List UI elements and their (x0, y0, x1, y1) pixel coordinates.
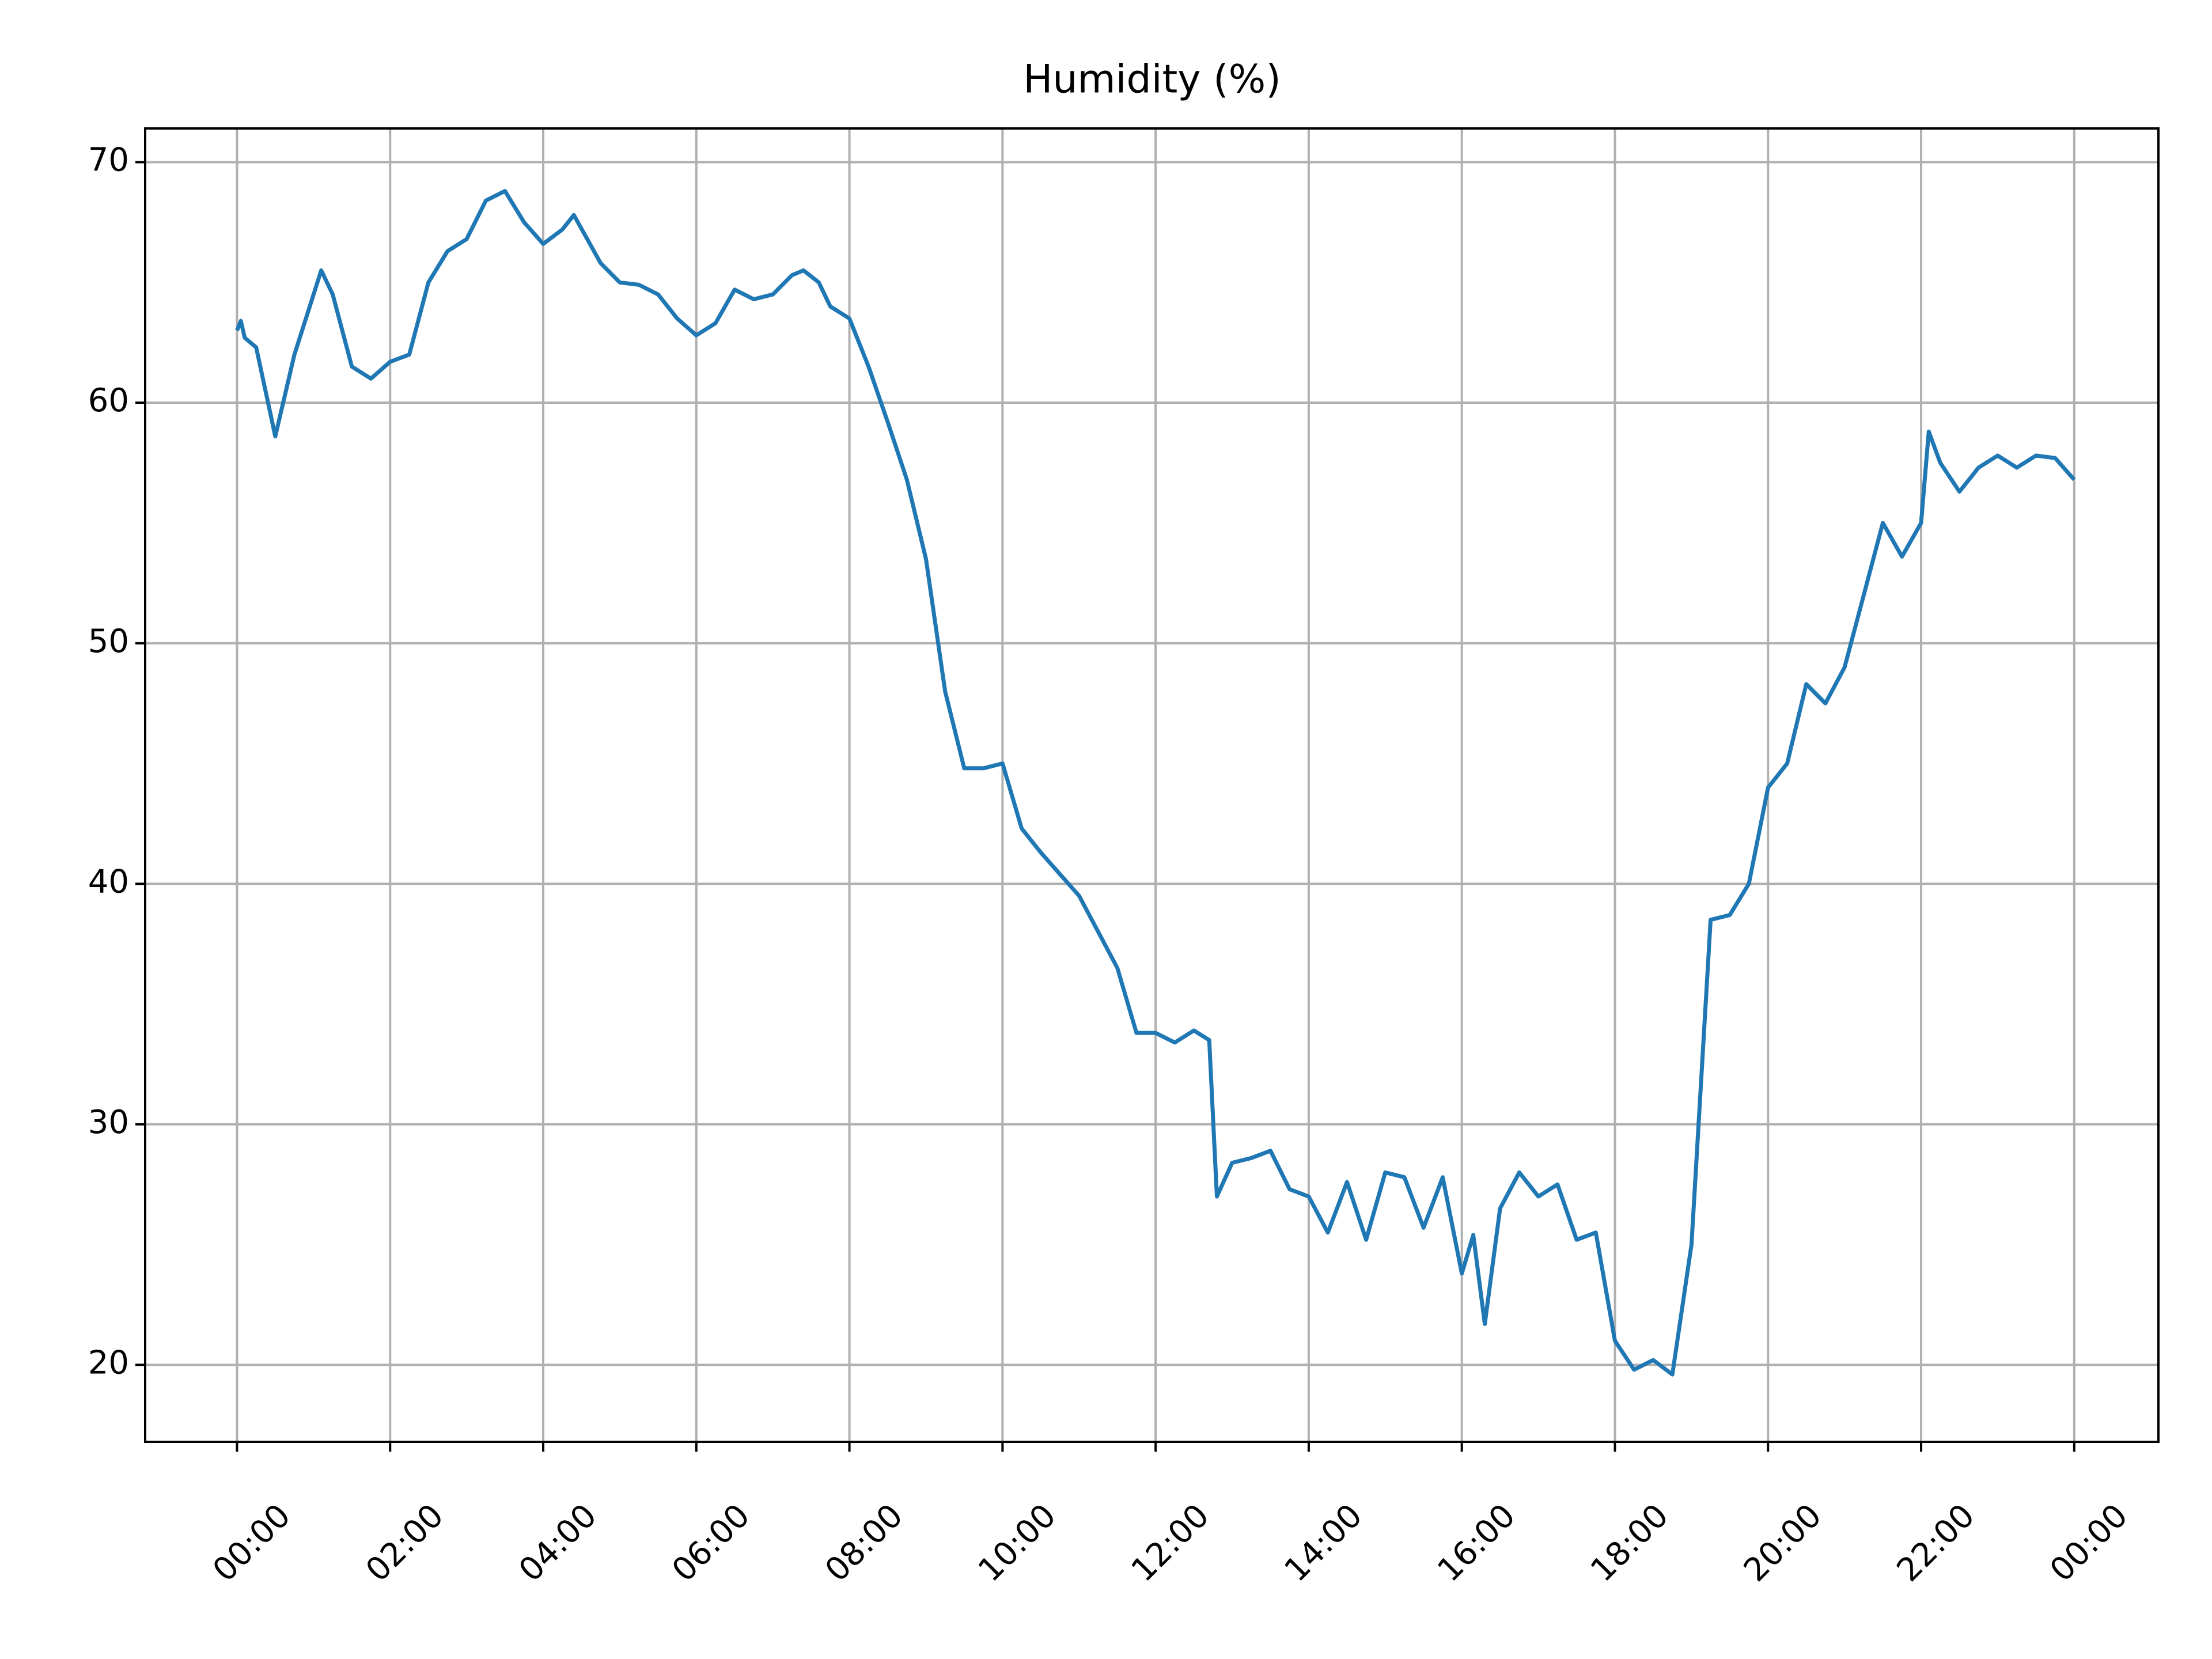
data-line (235, 189, 2076, 1377)
y-tick-label: 20 (88, 1344, 129, 1382)
y-tick-label: 40 (88, 863, 129, 900)
y-tick-label: 70 (88, 142, 129, 179)
plot-frame (144, 127, 2160, 1443)
y-tick-label: 60 (88, 382, 129, 419)
y-tick-label: 50 (88, 623, 129, 660)
chart-title: Humidity (%) (1023, 57, 1281, 103)
y-tick-label: 30 (88, 1104, 129, 1141)
